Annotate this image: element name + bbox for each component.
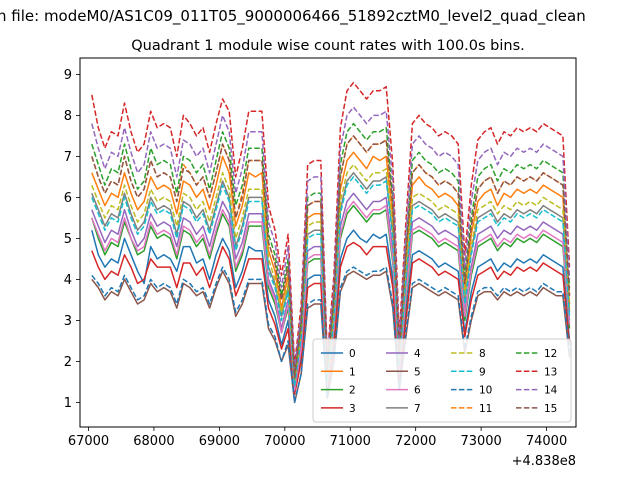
- legend-label-14: 14: [544, 385, 558, 397]
- legend-label-10: 10: [479, 385, 492, 397]
- legend-label-7: 7: [414, 403, 421, 415]
- figure-suptitle: n file: modeM0/AS1C09_011T05_9000006466_…: [0, 7, 586, 26]
- x-tick-label: 72000: [395, 434, 436, 449]
- y-axis: 1 2 3 4 5 6 7 8 9: [64, 68, 80, 411]
- y-tick-label: 6: [64, 191, 72, 206]
- legend-label-12: 12: [544, 348, 557, 360]
- chart-title: Quadrant 1 module wise count rates with …: [131, 38, 525, 54]
- y-tick-label: 5: [64, 232, 72, 247]
- legend-label-0: 0: [349, 348, 356, 360]
- legend-frame: [312, 338, 572, 423]
- legend-label-3: 3: [349, 403, 356, 415]
- y-tick-label: 2: [64, 355, 72, 370]
- x-axis-offset-label: +4.838e8: [512, 454, 576, 469]
- x-tick-label: 71000: [330, 434, 371, 449]
- y-tick-label: 1: [64, 396, 72, 411]
- x-tick-label: 68000: [133, 434, 174, 449]
- y-tick-label: 9: [64, 68, 72, 83]
- series-line-15: [91, 135, 571, 379]
- x-tick-label: 67000: [68, 434, 109, 449]
- legend-label-4: 4: [414, 348, 421, 360]
- legend-label-2: 2: [349, 385, 356, 397]
- y-tick-label: 8: [64, 109, 72, 124]
- x-tick-label: 73000: [460, 434, 501, 449]
- y-tick-label: 4: [64, 273, 72, 288]
- y-tick-label: 7: [64, 150, 72, 165]
- legend-label-8: 8: [479, 348, 486, 360]
- legend-label-5: 5: [414, 366, 421, 378]
- legend-label-15: 15: [544, 403, 557, 415]
- series-line-14: [91, 106, 571, 371]
- legend-label-11: 11: [479, 403, 492, 415]
- plot-frame: [79, 57, 577, 428]
- x-tick-label: 70000: [264, 434, 305, 449]
- x-tick-label: 74000: [526, 434, 567, 449]
- legend-label-9: 9: [479, 366, 486, 378]
- y-tick-label: 3: [64, 314, 72, 329]
- x-axis: 67000 68000 69000 70000 71000 72000 73000 74000: [68, 427, 567, 449]
- legend-label-6: 6: [414, 385, 421, 397]
- legend-label-13: 13: [544, 366, 557, 378]
- legend-label-1: 1: [349, 366, 356, 378]
- x-tick-label: 69000: [199, 434, 240, 449]
